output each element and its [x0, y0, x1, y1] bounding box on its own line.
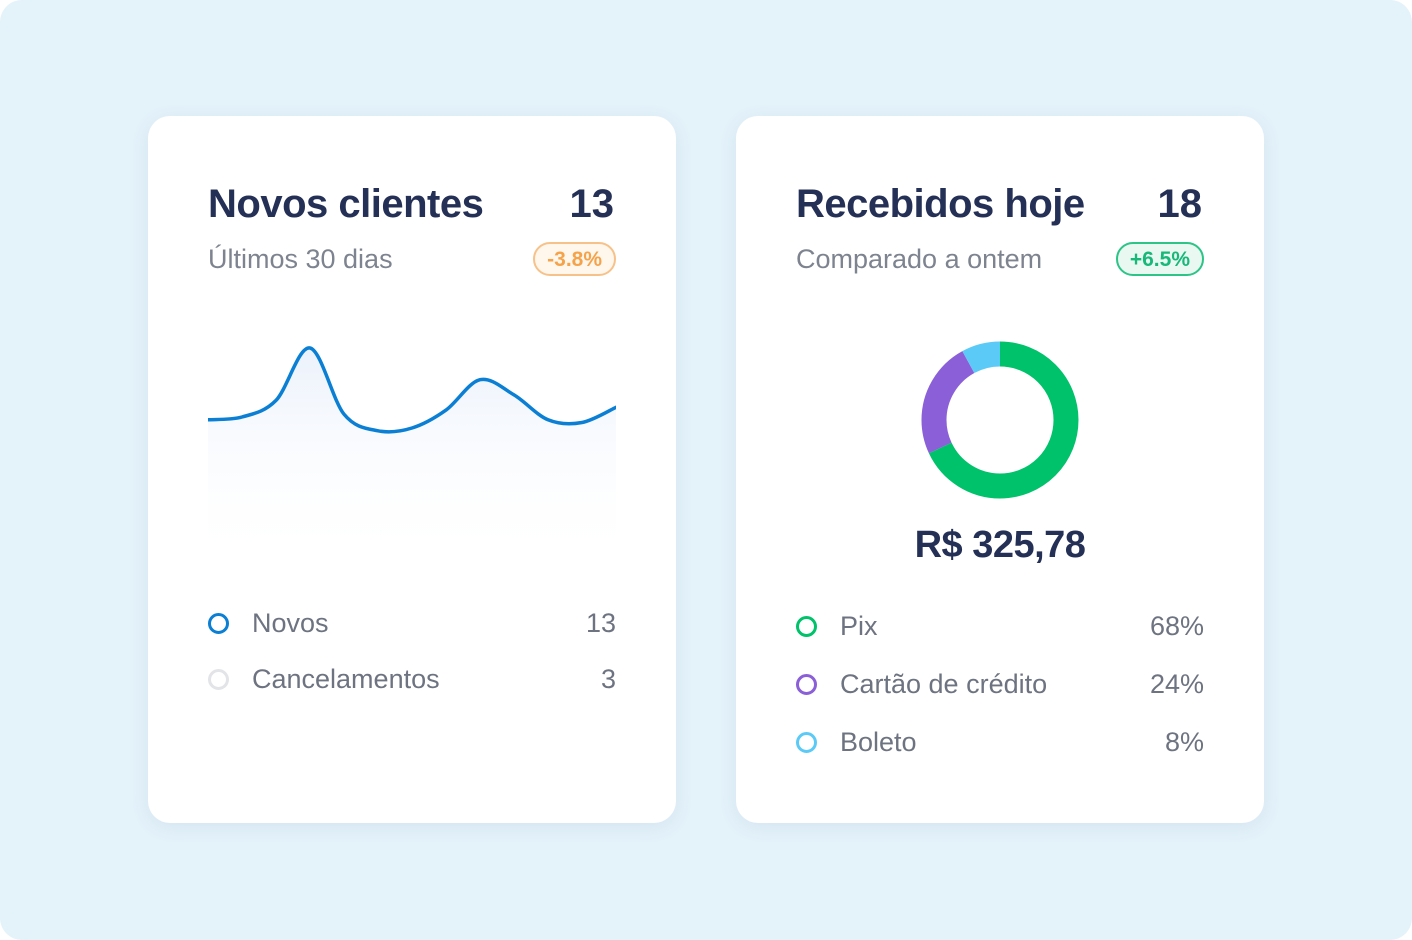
received-amount: R$ 325,78 [914, 524, 1086, 566]
legend-label: Boleto [840, 727, 917, 757]
legend-value: 24% [1149, 669, 1204, 699]
payment-methods-donut-chart [921, 341, 1079, 499]
legend-dot [796, 674, 817, 695]
legend-dot [208, 669, 229, 690]
legend-label: Cartão de crédito [840, 669, 1048, 699]
legend-dot [208, 613, 229, 634]
payment-methods-legend: Pix 68% Cartão de crédito 24% Boleto 8% [796, 609, 1204, 783]
change-badge: +6.5% [1115, 242, 1204, 276]
new-clients-line-chart [208, 346, 616, 566]
card-subtitle: Comparado a ontem [796, 244, 1043, 274]
card-count: 18 [1157, 182, 1203, 226]
legend-item-credit-card: Cartão de crédito 24% [796, 667, 1204, 725]
legend-label: Novos [252, 608, 329, 638]
legend-dot [796, 732, 817, 753]
received-today-card: Recebidos hoje 18 Comparado a ontem +6.5… [736, 116, 1264, 823]
legend-item-novos: Novos 13 [208, 606, 616, 662]
card-count: 13 [569, 182, 615, 226]
legend-value: 8% [1164, 727, 1204, 757]
card-title: Novos clientes [208, 182, 484, 226]
legend-value: 3 [600, 664, 616, 694]
chart-series-line [208, 346, 616, 434]
card-subtitle: Últimos 30 dias [208, 244, 393, 274]
new-clients-card: Novos clientes 13 Últimos 30 dias -3.8% … [148, 116, 676, 823]
card-title: Recebidos hoje [796, 182, 1085, 226]
legend-value: 13 [585, 608, 616, 638]
new-clients-legend: Novos 13 Cancelamentos 3 [208, 606, 616, 718]
legend-value: 68% [1149, 611, 1204, 641]
donut-slice-cart-o-de-cr-dito [921, 341, 1079, 499]
legend-label: Cancelamentos [252, 664, 440, 694]
legend-item-boleto: Boleto 8% [796, 725, 1204, 783]
chart-area-fill [208, 347, 616, 566]
legend-label: Pix [840, 611, 878, 641]
change-badge: -3.8% [533, 242, 616, 276]
donut-slice-boleto [921, 341, 1079, 499]
legend-dot [796, 616, 817, 637]
legend-item-pix: Pix 68% [796, 609, 1204, 667]
legend-item-cancelamentos: Cancelamentos 3 [208, 662, 616, 718]
